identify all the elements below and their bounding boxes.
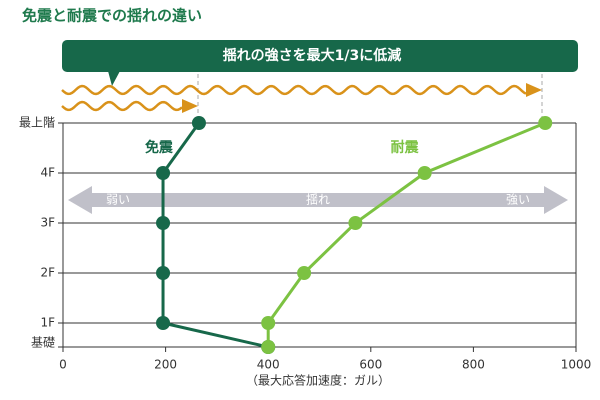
data-point — [261, 316, 276, 330]
wave-arrowhead — [182, 99, 198, 113]
banner: 揺れの強さを最大1/3に低減 — [62, 40, 578, 86]
y-tick-label: 4F — [40, 166, 55, 180]
series-label: 免震 — [145, 139, 174, 156]
data-point — [191, 116, 206, 130]
x-tick-label: 400 — [257, 358, 280, 372]
data-point — [261, 340, 276, 354]
wave — [61, 100, 183, 112]
grid — [58, 122, 577, 352]
wave — [61, 84, 527, 96]
data-point — [297, 266, 312, 280]
banner-text: 揺れの強さを最大1/3に低減 — [223, 47, 402, 64]
arrow-label: 強い — [506, 193, 530, 207]
arrow-label: 弱い — [106, 193, 130, 207]
plot-area — [63, 123, 576, 347]
data-point — [156, 216, 171, 230]
x-tick-label: 600 — [359, 358, 382, 372]
marks — [156, 116, 553, 354]
banner-box — [62, 40, 578, 72]
data-point — [348, 216, 363, 230]
x-tick-label: 1000 — [561, 358, 592, 372]
data-point — [156, 166, 171, 180]
series-label: 耐震 — [391, 139, 420, 156]
intensity-arrow — [68, 186, 568, 214]
wave-arrowhead — [526, 83, 542, 97]
data-point — [156, 316, 171, 330]
y-tick-label: 3F — [40, 216, 55, 230]
y-tick-label: 最上階 — [19, 115, 55, 130]
banner-pointer — [108, 71, 120, 86]
chart-title: 免震と耐震での揺れの違い — [22, 7, 202, 25]
x-tick-label: 0 — [59, 358, 67, 372]
data-point — [417, 166, 432, 180]
y-tick-label: 2F — [40, 266, 55, 280]
x-tick-label: 800 — [462, 358, 485, 372]
series-line — [161, 122, 269, 349]
x-axis-label: （最大応答加速度：ガル） — [246, 373, 390, 388]
x-tick-label: 200 — [154, 358, 177, 372]
arrow-label: 揺れ — [306, 193, 330, 207]
y-tick-label: 1F — [40, 316, 55, 330]
data-point — [538, 116, 553, 130]
data-point — [156, 266, 171, 280]
y-tick-label: 基礎 — [31, 336, 55, 350]
